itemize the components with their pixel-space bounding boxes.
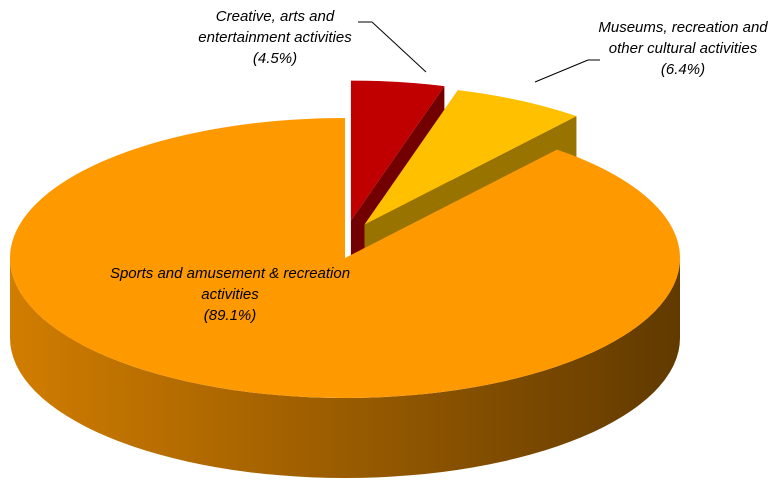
leader-line <box>371 21 427 73</box>
value-label: (89.1%) <box>203 307 257 324</box>
slice-side <box>10 258 680 478</box>
slice-label: Sports and amusement & recreation activi… <box>105 263 355 326</box>
slice-top <box>364 90 577 225</box>
leader-line <box>534 59 589 83</box>
value-label: (6.4%) <box>660 61 706 78</box>
value-label: (4.5%) <box>252 50 298 67</box>
category-label: Museums, recreation and other cultural a… <box>598 19 768 57</box>
slice-top <box>350 80 445 221</box>
slice-label: Museums, recreation and other cultural a… <box>588 17 778 80</box>
category-label: Sports and amusement & recreation activi… <box>109 265 351 303</box>
slice-top <box>10 118 681 398</box>
category-label: Creative, arts and entertainment activit… <box>198 8 352 46</box>
pie <box>10 80 681 478</box>
slice <box>10 118 681 478</box>
slice-label: Creative, arts and entertainment activit… <box>185 6 365 69</box>
